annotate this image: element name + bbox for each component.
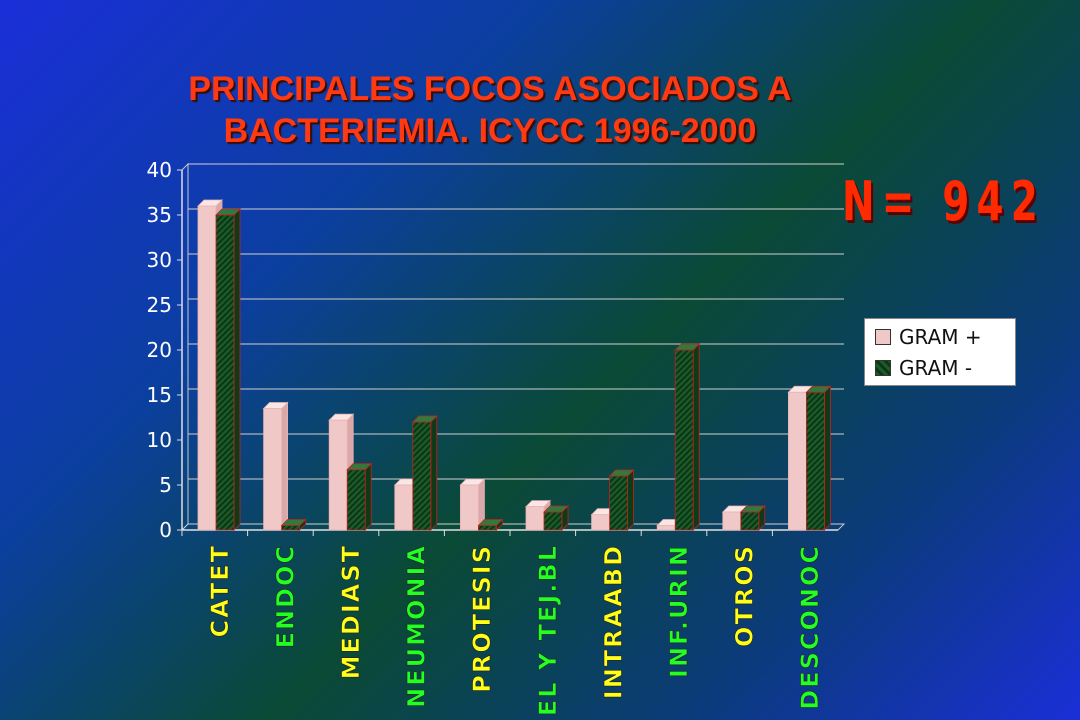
x-category-label: DESCONOC — [796, 544, 824, 710]
plot-side-wall — [181, 162, 189, 532]
bar-mediast-gram-neg — [346, 469, 366, 531]
bar-neumonia-gram-pos — [394, 484, 414, 531]
bar-endoc-gram-pos — [263, 408, 283, 531]
bar-endoc-gram-pos-side — [281, 401, 289, 531]
legend-swatch-gram-neg — [875, 360, 891, 376]
title-line-1: PRINCIPALES FOCOS ASOCIADOS A — [188, 70, 792, 108]
y-tick-label: 10 — [147, 428, 172, 452]
legend-item-gram-neg: GRAM - — [875, 356, 972, 380]
bar-catet-gram-neg-side — [233, 208, 241, 531]
bar-piel-y-tej-bl-gram-neg — [543, 511, 563, 531]
bar-intraabd-gram-neg-side — [627, 469, 634, 531]
bar-desconoc-gram-neg — [806, 391, 825, 531]
bar-catet-gram-pos — [197, 205, 217, 531]
bar-inf-urin-gram-neg — [674, 349, 694, 531]
x-category-label: NEUMONIA — [403, 544, 431, 708]
legend-item-gram-pos: GRAM + — [875, 325, 982, 349]
bar-otros-gram-neg — [740, 511, 760, 531]
y-tick-label: 15 — [147, 383, 172, 407]
x-category-label: OTROS — [731, 544, 759, 647]
y-tick-label: 30 — [147, 248, 172, 272]
title-line-2: BACTERIEMIA. ICYCC 1996-2000 — [223, 112, 757, 150]
bar-piel-y-tej-bl-gram-pos — [525, 506, 545, 531]
x-category-label: CATET — [206, 544, 234, 637]
chart-legend: GRAM + GRAM - — [864, 318, 1016, 386]
y-tick-label: 0 — [159, 518, 172, 542]
bar-desconoc-gram-pos — [788, 391, 807, 531]
y-tick-label: 35 — [147, 203, 172, 227]
x-category-label: PROTESIS — [468, 544, 496, 693]
y-tick-label: 20 — [147, 338, 172, 362]
bar-neumonia-gram-neg-side — [430, 415, 438, 531]
x-category-label: MEDIAST — [337, 544, 365, 679]
bar-protesis-gram-neg — [477, 525, 497, 531]
bar-neumonia-gram-neg — [412, 421, 432, 531]
legend-label-gram-neg: GRAM - — [899, 356, 973, 380]
bar-mediast-gram-pos — [328, 419, 348, 531]
y-tick-label: 40 — [147, 158, 172, 182]
bar-inf-urin-gram-pos — [656, 525, 676, 531]
x-category-label: ENDOC — [271, 544, 299, 648]
bar-intraabd-gram-neg — [609, 475, 628, 531]
bar-mediast-gram-neg-side — [364, 462, 372, 531]
bar-intraabd-gram-pos — [591, 514, 610, 531]
legend-swatch-gram-pos — [875, 329, 891, 345]
bar-inf-urin-gram-neg-side — [692, 343, 700, 531]
bar-protesis-gram-pos — [459, 484, 479, 531]
chart-title: PRINCIPALES FOCOS ASOCIADOS A BACTERIEMI… — [60, 68, 920, 152]
bar-otros-gram-pos — [722, 511, 742, 531]
bar-catet-gram-neg — [215, 214, 235, 531]
y-tick-label: 25 — [147, 293, 172, 317]
x-category-label: PIEL Y TEJ.BL — [534, 544, 562, 720]
bar-desconoc-gram-neg-side — [824, 385, 831, 531]
y-tick-label: 5 — [159, 473, 172, 497]
x-category-label: INF.URIN — [665, 544, 693, 678]
bar-endoc-gram-neg — [281, 525, 301, 531]
x-category-label: INTRAABD — [599, 544, 627, 699]
legend-label-gram-pos: GRAM + — [899, 325, 982, 349]
